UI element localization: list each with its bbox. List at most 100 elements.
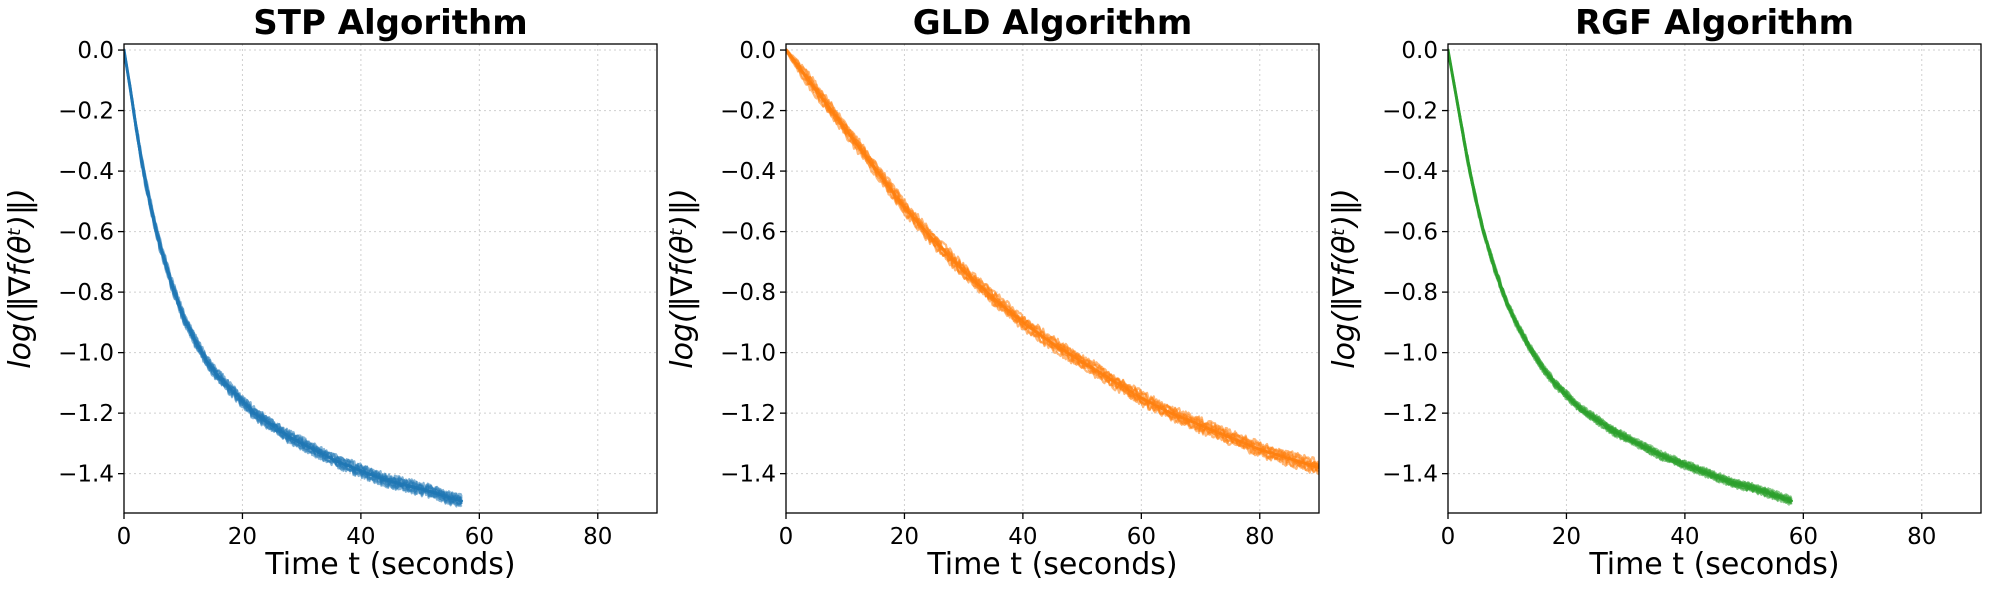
data-point [814,87,818,91]
data-point [217,375,221,379]
y-tick-label: −0.6 [720,220,776,246]
chart-title: RGF Algorithm [1575,3,1854,43]
data-point [1505,302,1509,306]
data-point [229,387,233,391]
data-point [152,217,156,221]
series-trace [786,48,1319,467]
data-point [1553,381,1557,385]
x-tick-label: 40 [346,524,375,550]
x-axis-label: Time t (seconds) [926,547,1177,582]
y-tick-label: −1.4 [1382,462,1438,488]
data-point [962,269,966,273]
chart-panel: 0 20 40 60 80 0.0 −0.2 −0.4 −0.6 −0.8 −1.0 −1.2 −1.4… [3,3,658,582]
data-point [1464,148,1468,152]
y-tick-label: −1.4 [58,462,114,488]
x-axis-label: Time t (seconds) [1588,547,1839,582]
data-point [252,411,256,415]
y-tick-label: −1.0 [1382,341,1438,367]
series-trace [786,48,1319,465]
data-point [1730,481,1734,485]
data-point [1789,499,1793,503]
y-tick-label: −0.6 [1382,220,1438,246]
y-tick-label: −1.2 [58,401,114,427]
y-tick-label: −1.0 [58,341,114,367]
data-point [902,205,906,209]
data-point [873,166,877,170]
axes-frame [785,43,1320,514]
x-tick-label: 0 [779,524,794,550]
chart-title: GLD Algorithm [913,3,1193,43]
data-point [1683,463,1687,467]
chart-title: STP Algorithm [253,3,527,43]
y-tick-label: 0.0 [739,38,776,64]
data-point [288,435,292,439]
data-point [1470,178,1474,182]
data-point [1482,230,1486,234]
data-point [1228,435,1232,439]
series-trace [1448,49,1792,500]
data-point [1452,81,1456,85]
data-point [1564,393,1568,397]
plot-area [786,48,1319,476]
data-point [240,399,244,403]
y-tick-label: 0.0 [77,38,114,64]
data-point [1458,115,1462,119]
data-point [158,242,162,246]
y-tick-label: −0.6 [58,220,114,246]
data-point [317,450,321,454]
y-tick-label: −0.4 [1382,159,1438,185]
x-tick-label: 20 [1552,524,1581,550]
data-point [270,423,274,427]
data-point [1541,366,1545,370]
axes-frame [123,43,658,514]
data-point [193,339,197,343]
data-point [1199,423,1203,427]
data-point [1110,378,1114,382]
data-point [1051,342,1054,346]
data-point [1493,269,1497,273]
data-point [932,239,936,243]
plot-area [124,48,464,508]
x-tick-label: 80 [1245,524,1274,550]
y-tick-label: −0.2 [1382,99,1438,125]
y-axis-label: log(‖∇f(θᵗ)‖) [665,188,700,368]
data-point [1258,447,1262,451]
series-line [124,49,462,503]
y-tick-label: −1.4 [720,462,776,488]
x-tick-label: 80 [583,524,612,550]
series-trace [786,49,1319,468]
x-tick-label: 20 [228,524,257,550]
x-tick-label: 0 [117,524,132,550]
data-point [430,490,434,494]
data-point [1287,457,1291,461]
y-axis-label: log(‖∇f(θᵗ)‖) [1327,188,1362,368]
data-point [843,127,847,131]
data-point [406,484,410,488]
x-tick-label: 20 [890,524,919,550]
chart-panel: 0 20 40 60 80 0.0 −0.2 −0.4 −0.6 −0.8 −1.0 −1.2 −1.4… [665,3,1320,582]
data-point [205,360,209,364]
data-point [300,441,304,445]
data-point [1139,396,1143,400]
data-point [383,478,387,482]
x-tick-label: 80 [1907,524,1936,550]
data-point [169,281,173,285]
y-tick-label: −1.0 [720,341,776,367]
series-trace [786,50,1319,474]
data-point [140,160,144,164]
data-point [1476,205,1480,209]
data-point [1169,411,1173,415]
data-point [1080,360,1084,364]
series-trace [786,50,1319,476]
series-trace [786,49,1319,471]
y-tick-label: −0.2 [58,99,114,125]
data-point [181,314,185,318]
data-point [146,190,150,194]
data-point [128,84,132,88]
data-point [1624,435,1628,439]
data-point [1641,444,1645,448]
data-point [1707,472,1711,476]
data-point [1529,348,1533,352]
y-tick-label: −0.8 [1382,280,1438,306]
y-tick-label: −1.2 [1382,401,1438,427]
